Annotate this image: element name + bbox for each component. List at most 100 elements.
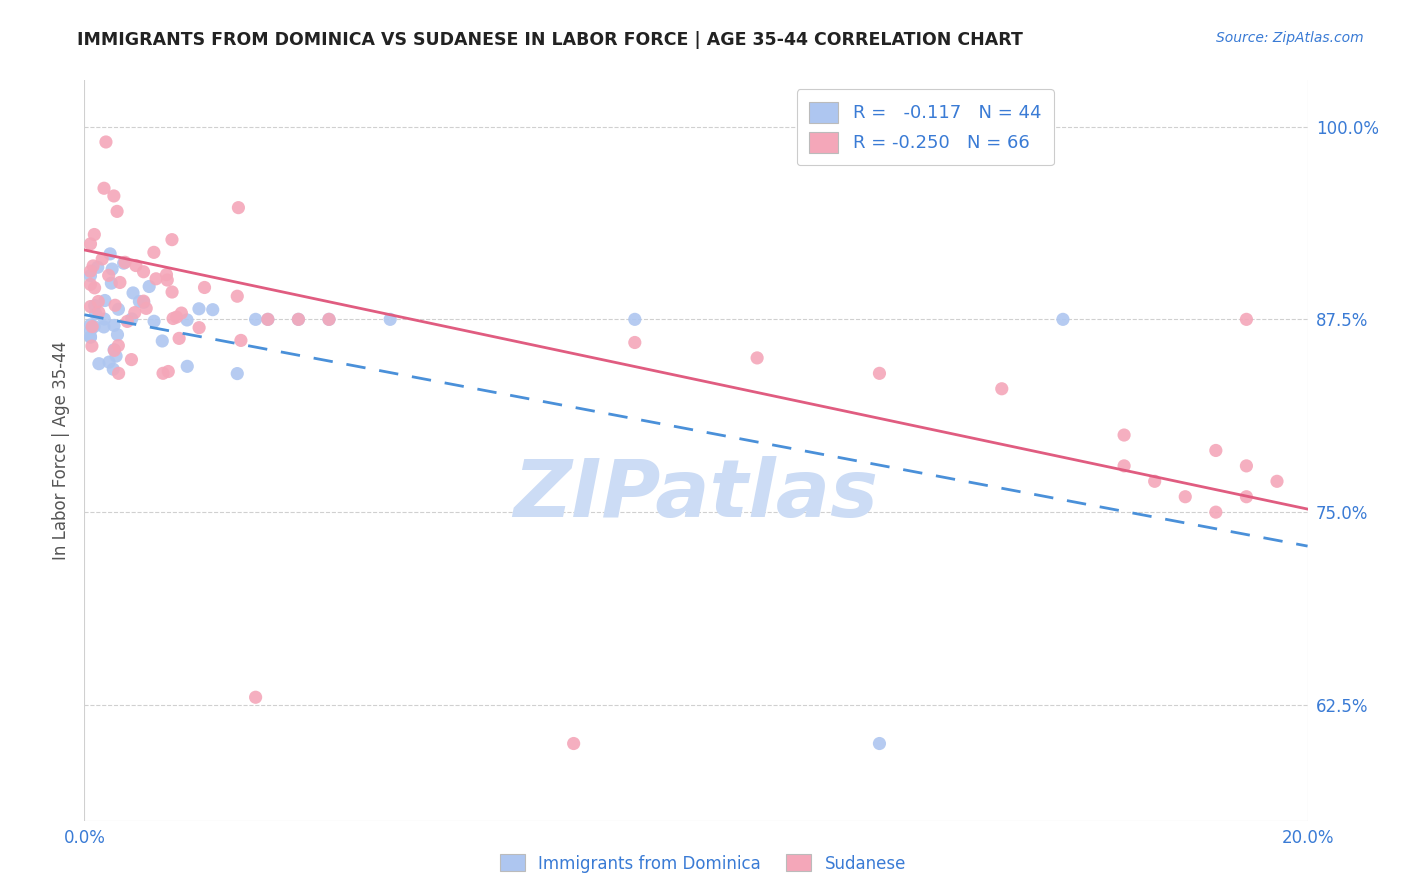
Point bbox=[201, 302, 224, 317]
Point bbox=[1143, 475, 1166, 489]
Point bbox=[1205, 443, 1227, 458]
Point bbox=[287, 312, 309, 326]
Point bbox=[145, 272, 167, 286]
Point bbox=[105, 349, 128, 363]
Point bbox=[318, 312, 340, 326]
Point bbox=[226, 367, 249, 381]
Point bbox=[98, 247, 121, 261]
Point bbox=[107, 327, 129, 342]
Y-axis label: In Labor Force | Age 35-44: In Labor Force | Age 35-44 bbox=[52, 341, 70, 560]
Point bbox=[152, 366, 174, 380]
Point bbox=[176, 313, 198, 327]
Point bbox=[562, 737, 585, 751]
Point bbox=[82, 319, 104, 334]
Point bbox=[80, 339, 103, 353]
Point bbox=[91, 252, 114, 266]
Point bbox=[176, 359, 198, 374]
Point bbox=[156, 273, 179, 287]
Point bbox=[122, 285, 145, 300]
Point bbox=[143, 314, 166, 328]
Legend: R =   -0.117   N = 44, R = -0.250   N = 66: R = -0.117 N = 44, R = -0.250 N = 66 bbox=[797, 89, 1054, 165]
Point bbox=[167, 331, 190, 345]
Point bbox=[257, 312, 280, 326]
Point bbox=[93, 319, 115, 334]
Point bbox=[142, 245, 165, 260]
Point bbox=[1114, 458, 1136, 473]
Point bbox=[83, 227, 105, 242]
Point bbox=[228, 201, 250, 215]
Point bbox=[624, 312, 647, 326]
Point bbox=[97, 268, 120, 283]
Point bbox=[87, 357, 110, 371]
Point bbox=[188, 301, 211, 316]
Point bbox=[79, 324, 101, 338]
Point bbox=[94, 135, 117, 149]
Point bbox=[991, 382, 1014, 396]
Point bbox=[138, 279, 160, 293]
Point bbox=[105, 204, 128, 219]
Point bbox=[128, 294, 150, 309]
Point bbox=[318, 312, 340, 326]
Point bbox=[120, 352, 142, 367]
Point bbox=[83, 299, 105, 313]
Text: Source: ZipAtlas.com: Source: ZipAtlas.com bbox=[1216, 31, 1364, 45]
Point bbox=[380, 312, 402, 326]
Point bbox=[287, 312, 309, 326]
Point bbox=[103, 189, 125, 203]
Point bbox=[747, 351, 769, 365]
Point bbox=[624, 335, 647, 350]
Point bbox=[101, 262, 124, 277]
Point bbox=[117, 314, 139, 328]
Point bbox=[132, 294, 155, 309]
Point bbox=[193, 280, 215, 294]
Point bbox=[132, 295, 155, 310]
Point bbox=[226, 289, 249, 303]
Point bbox=[112, 256, 135, 270]
Point bbox=[135, 301, 157, 316]
Point bbox=[1265, 475, 1288, 489]
Point bbox=[1236, 490, 1258, 504]
Point bbox=[103, 343, 125, 358]
Point bbox=[1236, 312, 1258, 326]
Point bbox=[94, 293, 117, 308]
Point bbox=[160, 285, 183, 299]
Point bbox=[124, 305, 146, 319]
Point bbox=[166, 310, 188, 324]
Point bbox=[157, 364, 180, 378]
Point bbox=[107, 338, 129, 352]
Point bbox=[155, 268, 177, 282]
Point bbox=[98, 355, 121, 369]
Point bbox=[1205, 505, 1227, 519]
Point bbox=[87, 305, 110, 319]
Point bbox=[100, 276, 122, 290]
Point bbox=[150, 334, 173, 348]
Point bbox=[103, 362, 125, 376]
Point bbox=[245, 690, 267, 705]
Point bbox=[84, 306, 107, 320]
Point bbox=[869, 737, 891, 751]
Point bbox=[188, 320, 211, 334]
Point bbox=[1052, 312, 1074, 326]
Point bbox=[79, 268, 101, 283]
Point bbox=[83, 319, 105, 334]
Point bbox=[108, 276, 131, 290]
Point bbox=[170, 306, 193, 320]
Point bbox=[160, 233, 183, 247]
Text: ZIPatlas: ZIPatlas bbox=[513, 456, 879, 534]
Point bbox=[104, 298, 127, 312]
Point bbox=[93, 312, 115, 326]
Point bbox=[869, 367, 891, 381]
Point bbox=[1236, 458, 1258, 473]
Point bbox=[79, 264, 101, 278]
Point bbox=[121, 312, 143, 326]
Point bbox=[83, 281, 105, 295]
Point bbox=[257, 312, 280, 326]
Point bbox=[245, 312, 267, 326]
Legend: Immigrants from Dominica, Sudanese: Immigrants from Dominica, Sudanese bbox=[494, 847, 912, 880]
Point bbox=[107, 302, 129, 317]
Point bbox=[103, 318, 125, 333]
Point bbox=[1174, 490, 1197, 504]
Point bbox=[79, 330, 101, 344]
Point bbox=[79, 277, 101, 292]
Point bbox=[107, 367, 129, 381]
